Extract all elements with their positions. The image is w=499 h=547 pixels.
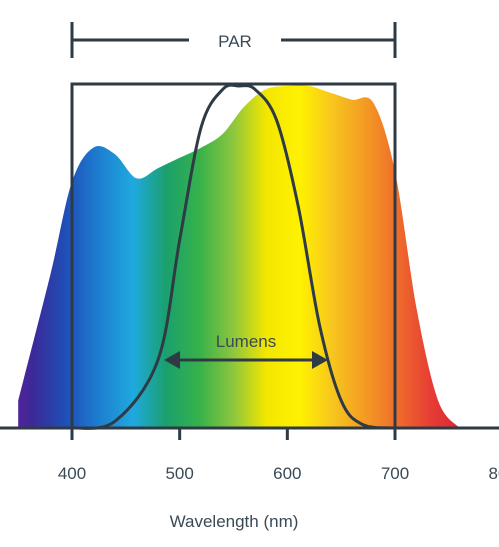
x-axis-ticks: 400 500 600 700 800 [58,428,499,483]
x-tick-label: 400 [58,464,86,483]
lumens-arrow-left-head [164,351,180,369]
x-tick-label: 700 [381,464,409,483]
spectrum-area [18,85,460,429]
x-tick-label: 800 [488,464,499,483]
lumens-curve [71,83,396,430]
lumens-label: Lumens [216,332,276,351]
x-axis-label: Wavelength (nm) [170,512,299,531]
x-tick-label: 600 [273,464,301,483]
par-label: PAR [218,32,252,51]
x-tick-label: 500 [165,464,193,483]
lumens-arrow-right-head [312,351,328,369]
